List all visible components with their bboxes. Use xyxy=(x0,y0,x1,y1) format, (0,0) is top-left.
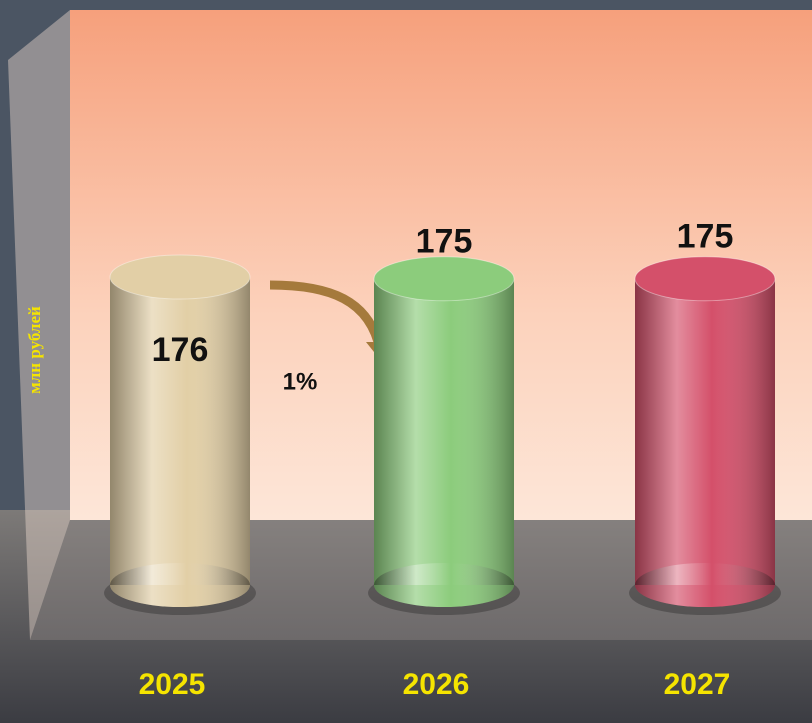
value-label: 175 xyxy=(677,218,734,256)
cylinder-top xyxy=(109,254,251,300)
x-tick-label: 2027 xyxy=(664,668,731,701)
x-tick-label: 2026 xyxy=(403,668,470,701)
cylinder-shading xyxy=(374,278,514,585)
value-label: 176 xyxy=(152,331,209,369)
cylinder-bottom-shading xyxy=(110,563,250,607)
cylinder-shading xyxy=(635,278,775,585)
value-label: 175 xyxy=(416,223,473,261)
cylinder-shading xyxy=(110,277,250,585)
y-axis-label: млн рублей xyxy=(25,306,44,394)
cylinder-top xyxy=(373,256,515,302)
cylinder-bottom-shading xyxy=(374,563,514,607)
annotation: 1% xyxy=(283,368,318,395)
cylinder-top xyxy=(634,256,776,302)
cylinder-bottom-shading xyxy=(635,563,775,607)
x-tick-label: 2025 xyxy=(139,668,206,701)
side-wall xyxy=(8,10,70,640)
